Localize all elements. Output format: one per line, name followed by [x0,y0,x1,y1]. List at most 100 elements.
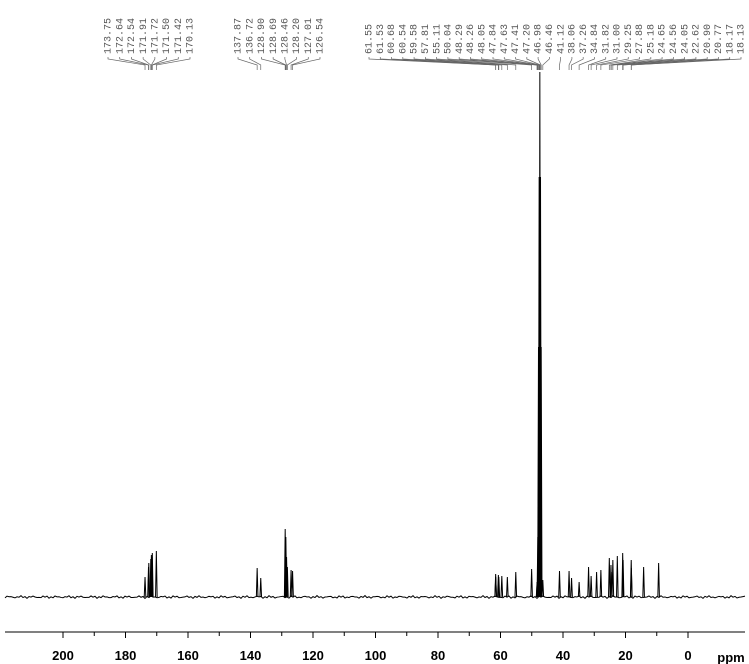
peak [570,577,573,598]
peak-label: 20.90 [703,24,714,54]
peak [286,566,289,598]
peak-label: 41.12 [556,24,567,54]
peak-connector [447,57,532,70]
peak-label: 38.06 [568,24,579,54]
peak-label: 24.65 [658,24,669,54]
peak-label: 47.84 [489,24,500,54]
peak [291,570,294,598]
peak-label: 55.11 [432,24,443,54]
peak-label: 24.05 [680,24,691,54]
x-tick-label: 140 [240,648,262,663]
peak-connector [287,57,297,70]
peak-label: 127.01 [304,18,315,54]
peak-connector [237,57,258,70]
x-tick-label: 200 [52,648,74,663]
peak-connector [542,57,550,70]
peak-label: 128.46 [280,18,291,54]
peak-connector [425,57,508,70]
peak-label: 171.50 [162,18,173,54]
peak-label: 48.05 [477,24,488,54]
peak-connector [151,57,156,70]
peak-connector [612,57,685,70]
peak-label: 128.69 [269,18,280,54]
peak-connector [290,57,309,70]
peak-connector [391,57,499,70]
peak [630,567,633,598]
peak-connector [131,57,150,70]
peak-label: 31.00 [613,24,624,54]
peak-label: 48.29 [455,24,466,54]
peak-connector [503,57,540,70]
peak-connector [590,57,618,70]
x-tick-label: 180 [115,648,137,663]
peak-connector [571,57,584,70]
peak-connector [616,57,697,70]
peak-label: 48.26 [466,24,477,54]
peak-label: 47.20 [522,24,533,54]
peak [497,576,501,598]
peak-connector [284,57,287,70]
peak [611,559,615,598]
peak-connector [600,57,640,70]
peak-connector [142,57,152,70]
peak-connector [578,57,595,70]
peak-connector [610,57,674,70]
peak [541,579,545,598]
peak-connector [588,57,607,70]
peak-label: 46.46 [545,24,556,54]
peak-label: 47.63 [500,24,511,54]
peak-label: 170.13 [186,18,197,54]
peak-connector [261,57,286,70]
peak-label: 57.81 [421,24,432,54]
peak-label: 27.88 [635,24,646,54]
peak [155,550,158,598]
peak [621,559,625,598]
peak-connector [481,57,539,70]
peak-label: 137.87 [234,18,245,54]
peak [147,562,151,598]
peak-label: 171.91 [139,18,150,54]
peak-label: 173.75 [104,18,115,54]
x-tick-label: 160 [177,648,199,663]
peak [589,575,593,598]
peak-connector [402,57,500,70]
peak-label: 29.25 [624,24,635,54]
peak-label: 61.55 [365,24,376,54]
x-tick-label: 0 [684,648,691,663]
peak-label: 25.18 [646,24,657,54]
peak [577,581,581,598]
x-tick-label: 80 [431,648,445,663]
peak [494,576,498,598]
peak-label: 171.42 [174,18,185,54]
peak-label: 34.84 [590,24,601,54]
peak-connector [622,57,708,70]
peak-label: 61.53 [376,24,387,54]
peak-label: 47.41 [511,24,522,54]
peak [539,346,543,598]
x-tick-label: 100 [365,648,387,663]
peak [595,571,598,598]
baseline [4,594,746,600]
peak [259,577,263,598]
peak-label: 128.20 [292,18,303,54]
x-axis-label: ppm [717,650,744,664]
peak-connector [155,57,191,70]
peak-label: 126.54 [316,18,327,54]
peak-connector [622,57,719,70]
peak-label: 136.72 [245,18,256,54]
peak [616,555,619,598]
peak-connector [379,57,497,70]
peak-connector [492,57,539,70]
peak-label: 18.17 [725,24,736,54]
peak-connector [107,57,146,70]
peak [255,567,259,598]
peak [514,571,518,598]
peak [500,575,504,598]
peak-label: 37.26 [579,24,590,54]
peak-connector [292,57,321,70]
x-tick-label: 40 [556,648,570,663]
peak-label: 46.98 [534,24,545,54]
peak-label: 172.64 [115,18,126,54]
peak-connector [526,57,541,70]
